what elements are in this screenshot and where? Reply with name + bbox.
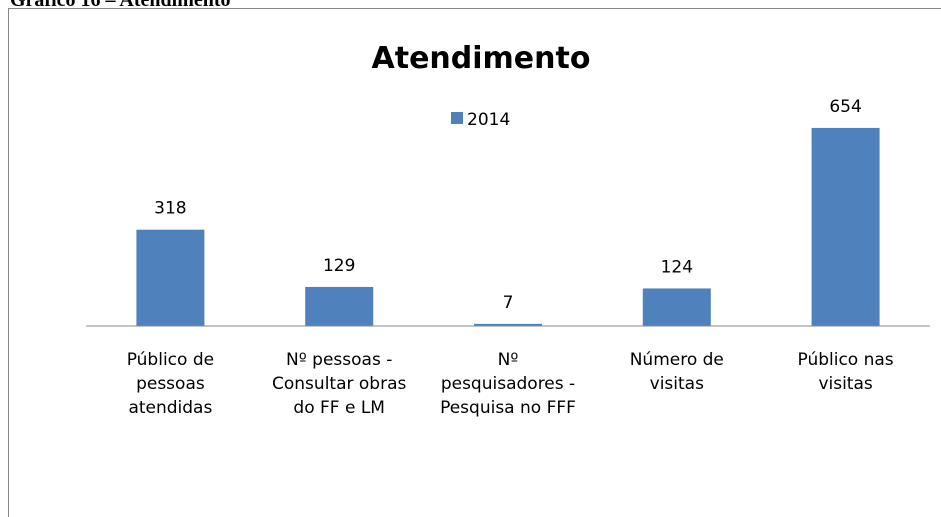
data-label: 124 xyxy=(661,257,693,277)
x-tick-label: Público nas visitas xyxy=(798,350,894,394)
bar xyxy=(305,286,374,326)
data-label: 7 xyxy=(503,293,514,313)
legend-swatch xyxy=(451,112,463,124)
data-label: 129 xyxy=(323,256,355,276)
x-tick-label: Número de visitas xyxy=(630,350,724,394)
legend-label: 2014 xyxy=(467,110,510,130)
data-label: 654 xyxy=(829,97,861,117)
caption: Gráfico 16 – Atendimento xyxy=(10,0,231,11)
x-tick-label: Nº pesquisadores -Pesquisa no FFF xyxy=(440,350,576,418)
bar xyxy=(136,229,205,326)
data-label: 318 xyxy=(154,199,186,219)
x-tick-label: Nº pessoas -Consultar obras do FF e LM xyxy=(272,350,406,418)
bar xyxy=(474,323,542,326)
bar xyxy=(811,127,880,326)
x-tick-label: Público de pessoas atendidas xyxy=(127,350,214,418)
chart-title: Atendimento xyxy=(372,41,591,76)
bar xyxy=(642,288,711,326)
